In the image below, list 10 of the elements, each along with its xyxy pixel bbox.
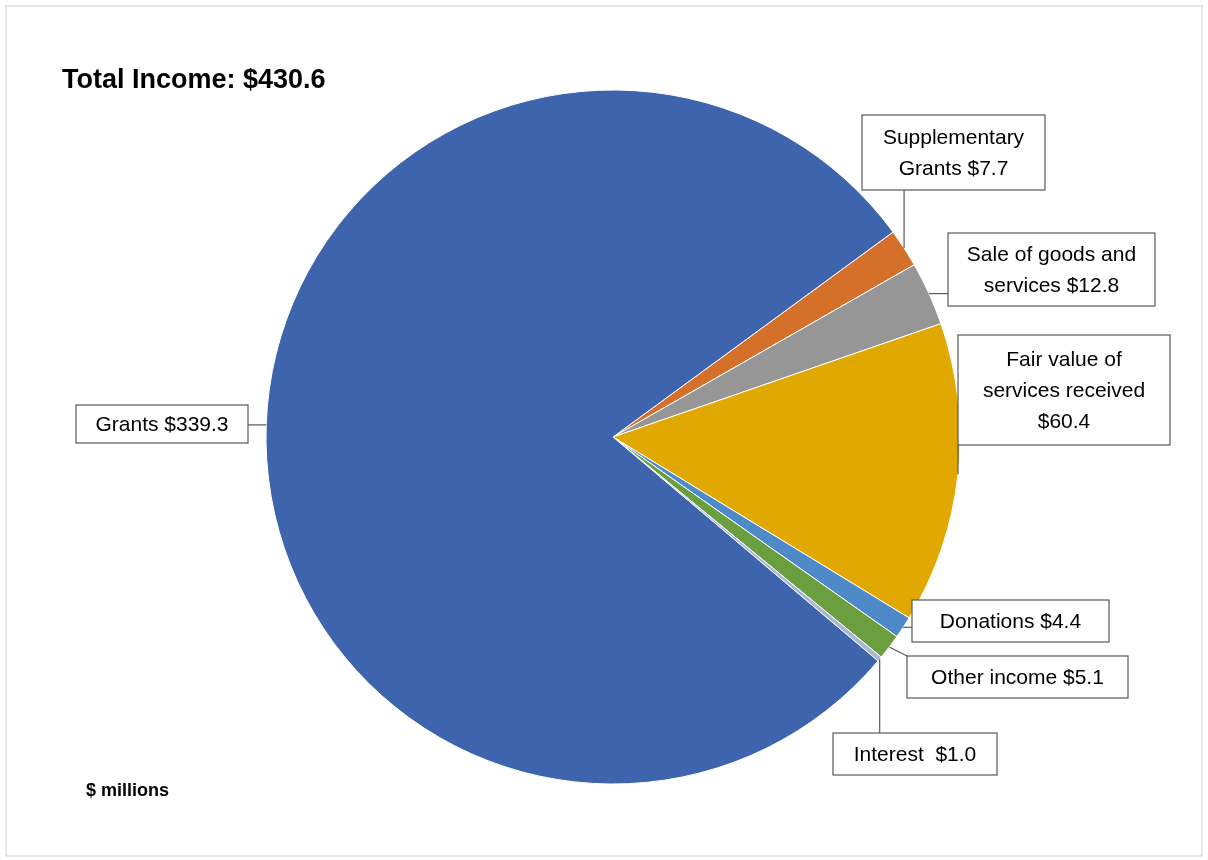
slice-label: Supplementary Grants $7.7 (882, 125, 1025, 179)
slice-label: Fair value of services received (982, 347, 1146, 401)
text: $ millions (86, 780, 170, 800)
chart-title: Total Income: $430.6 (62, 64, 326, 94)
slice-label: Donations $4.4 (939, 609, 1082, 632)
slice-label: Grants $339.3 (95, 412, 229, 435)
slice-label: Sale of goods and services $12.8 (966, 242, 1137, 296)
slice-label: Interest $1.0 (853, 742, 977, 765)
data-label: $60.4 (1037, 409, 1091, 432)
slice-label: Other income $5.1 (931, 665, 1104, 688)
